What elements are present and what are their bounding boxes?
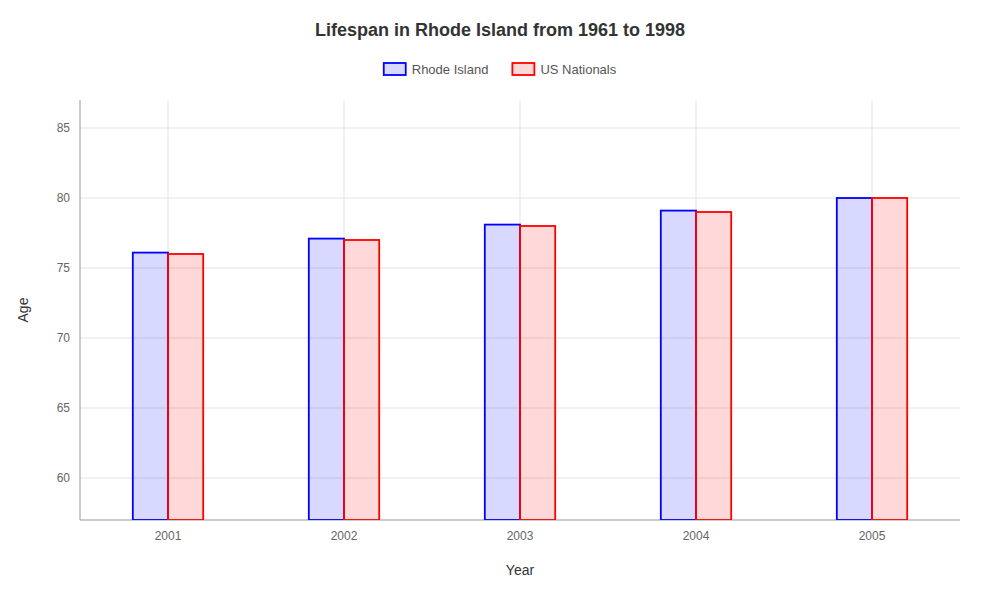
bar bbox=[344, 240, 379, 520]
bar bbox=[133, 253, 168, 520]
y-tick-label: 75 bbox=[57, 261, 71, 275]
bar bbox=[309, 239, 344, 520]
legend-item: US Nationals bbox=[512, 62, 616, 77]
y-tick-label: 80 bbox=[57, 191, 71, 205]
legend-label: US Nationals bbox=[540, 62, 616, 77]
y-tick-label: 85 bbox=[57, 121, 71, 135]
x-tick-label: 2003 bbox=[507, 529, 534, 543]
y-axis-label: Age bbox=[15, 297, 31, 322]
bar bbox=[661, 211, 696, 520]
bar bbox=[837, 198, 872, 520]
bar bbox=[872, 198, 907, 520]
grid bbox=[80, 100, 960, 520]
legend-swatch bbox=[384, 63, 406, 75]
bar bbox=[696, 212, 731, 520]
x-tick-label: 2002 bbox=[331, 529, 358, 543]
y-tick-label: 60 bbox=[57, 471, 71, 485]
chart-title: Lifespan in Rhode Island from 1961 to 19… bbox=[315, 20, 685, 40]
x-tick-label: 2004 bbox=[683, 529, 710, 543]
legend-swatch bbox=[512, 63, 534, 75]
legend: Rhode Island US Nationals bbox=[384, 62, 617, 77]
bar bbox=[485, 225, 520, 520]
bars bbox=[133, 198, 907, 520]
bar bbox=[168, 254, 203, 520]
x-tick-label: 2001 bbox=[155, 529, 182, 543]
chart-svg: 60 65 70 75 80 85 2001 2002 2003 2004 2005 Lifespan… bbox=[0, 0, 1000, 600]
x-axis-label: Year bbox=[506, 562, 535, 578]
x-tick-label: 2005 bbox=[859, 529, 886, 543]
bar bbox=[520, 226, 555, 520]
chart-container: 60 65 70 75 80 85 2001 2002 2003 2004 2005 Lifespan… bbox=[0, 0, 1000, 600]
y-tick-label: 65 bbox=[57, 401, 71, 415]
legend-label: Rhode Island bbox=[412, 62, 489, 77]
y-axis-line bbox=[80, 100, 81, 520]
legend-item: Rhode Island bbox=[384, 62, 489, 77]
y-tick-label: 70 bbox=[57, 331, 71, 345]
